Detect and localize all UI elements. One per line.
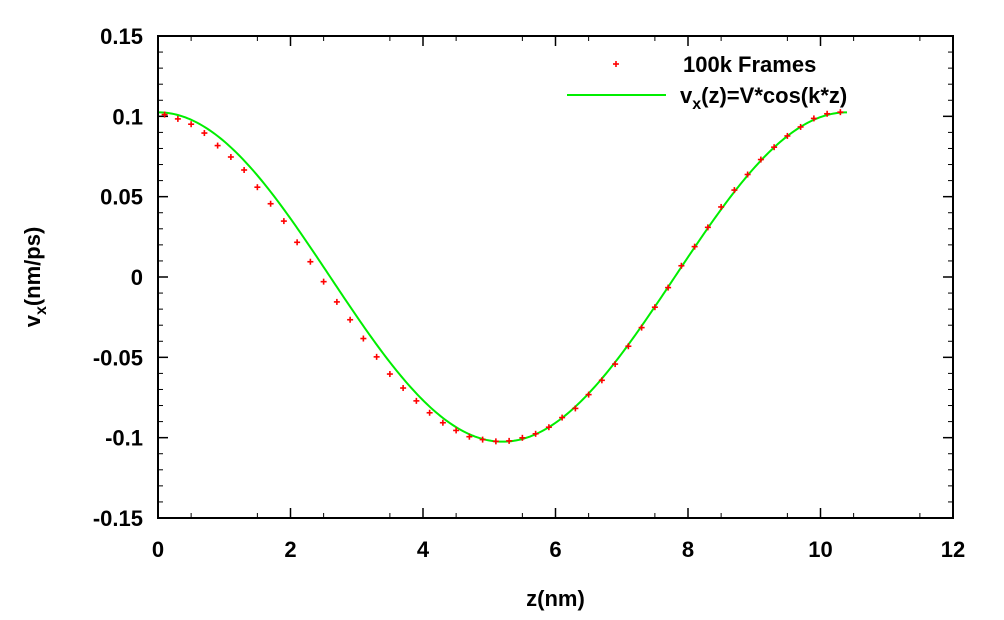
data-point xyxy=(559,414,566,421)
data-point xyxy=(174,115,181,122)
data-point xyxy=(519,434,526,441)
data-point xyxy=(678,262,685,269)
data-point xyxy=(797,123,804,130)
data-point xyxy=(572,405,579,412)
data-point xyxy=(625,343,632,350)
y-tick-label: 0.1 xyxy=(112,104,143,129)
data-point xyxy=(307,258,314,265)
y-tick-label: 0.05 xyxy=(100,185,143,210)
legend-marker-points xyxy=(613,61,619,67)
data-point xyxy=(466,433,473,440)
y-axis-title-sub: x xyxy=(33,306,50,315)
data-points xyxy=(161,109,844,445)
data-point xyxy=(280,218,287,225)
data-point xyxy=(704,224,711,231)
data-point xyxy=(400,385,407,392)
x-tick-label: 10 xyxy=(808,537,832,562)
y-axis-title: vx(nm/ps) xyxy=(20,227,50,328)
data-point xyxy=(294,239,301,246)
data-point xyxy=(453,427,460,434)
y-tick-label: -0.15 xyxy=(93,506,143,531)
x-tick-label: 4 xyxy=(417,537,430,562)
data-point xyxy=(479,436,486,443)
x-tick-label: 0 xyxy=(152,537,164,562)
data-point xyxy=(771,144,778,151)
plot-frame xyxy=(157,35,954,519)
data-point xyxy=(638,324,645,331)
x-axis-title: z(nm) xyxy=(526,586,585,611)
data-point xyxy=(413,397,420,404)
data-point xyxy=(651,304,658,311)
data-point xyxy=(161,111,168,118)
data-point xyxy=(532,430,539,437)
data-point xyxy=(426,409,433,416)
data-point xyxy=(545,424,552,431)
y-tick-label: -0.05 xyxy=(93,345,143,370)
legend: 100k Frames vx(z)=V*cos(k*z) xyxy=(567,52,847,113)
data-point xyxy=(718,203,725,210)
data-point xyxy=(188,121,195,128)
data-point xyxy=(837,109,844,116)
data-point xyxy=(333,298,340,305)
legend-label-line-sub: x xyxy=(692,96,701,113)
y-axis-title-rest: (nm/ps) xyxy=(20,227,45,306)
y-tick-label: 0 xyxy=(131,265,143,290)
data-point xyxy=(320,278,327,285)
data-point xyxy=(360,335,367,342)
plot-area xyxy=(157,109,848,445)
x-tick-label: 8 xyxy=(682,537,694,562)
data-point xyxy=(373,353,380,360)
data-point xyxy=(598,377,605,384)
data-point xyxy=(214,142,221,149)
data-point xyxy=(585,391,592,398)
y-axis-title-base: v xyxy=(20,314,45,327)
data-point xyxy=(347,316,354,323)
data-point xyxy=(810,115,817,122)
data-point xyxy=(691,243,698,250)
data-point xyxy=(731,187,738,194)
data-point xyxy=(824,110,831,117)
data-point xyxy=(227,153,234,160)
data-point xyxy=(506,437,513,444)
y-tick-label: 0.15 xyxy=(100,24,143,49)
x-tick-label: 12 xyxy=(941,537,965,562)
data-point xyxy=(254,184,261,191)
data-point xyxy=(267,200,274,207)
x-tick-label: 2 xyxy=(284,537,296,562)
data-point xyxy=(744,171,751,178)
y-tick-label: -0.1 xyxy=(105,426,143,451)
legend-label-points: 100k Frames xyxy=(683,52,816,77)
data-point xyxy=(201,130,208,137)
fit-curve xyxy=(157,111,848,443)
data-point xyxy=(439,419,446,426)
data-point xyxy=(386,371,393,378)
tick-labels: 0 2 4 6 8 10 12 0.15 0.1 0.05 0 -0.05 -0.1 -0.15 xyxy=(93,24,965,562)
data-point xyxy=(612,361,619,368)
data-point xyxy=(665,284,672,291)
x-tick-label: 6 xyxy=(549,537,561,562)
data-point xyxy=(241,166,248,173)
data-point xyxy=(492,438,499,445)
legend-label-line-base: v xyxy=(680,83,693,108)
data-point xyxy=(784,132,791,139)
data-point xyxy=(757,156,764,163)
legend-label-line: vx(z)=V*cos(k*z) xyxy=(680,83,847,113)
legend-label-line-rest: (z)=V*cos(k*z) xyxy=(701,83,847,108)
